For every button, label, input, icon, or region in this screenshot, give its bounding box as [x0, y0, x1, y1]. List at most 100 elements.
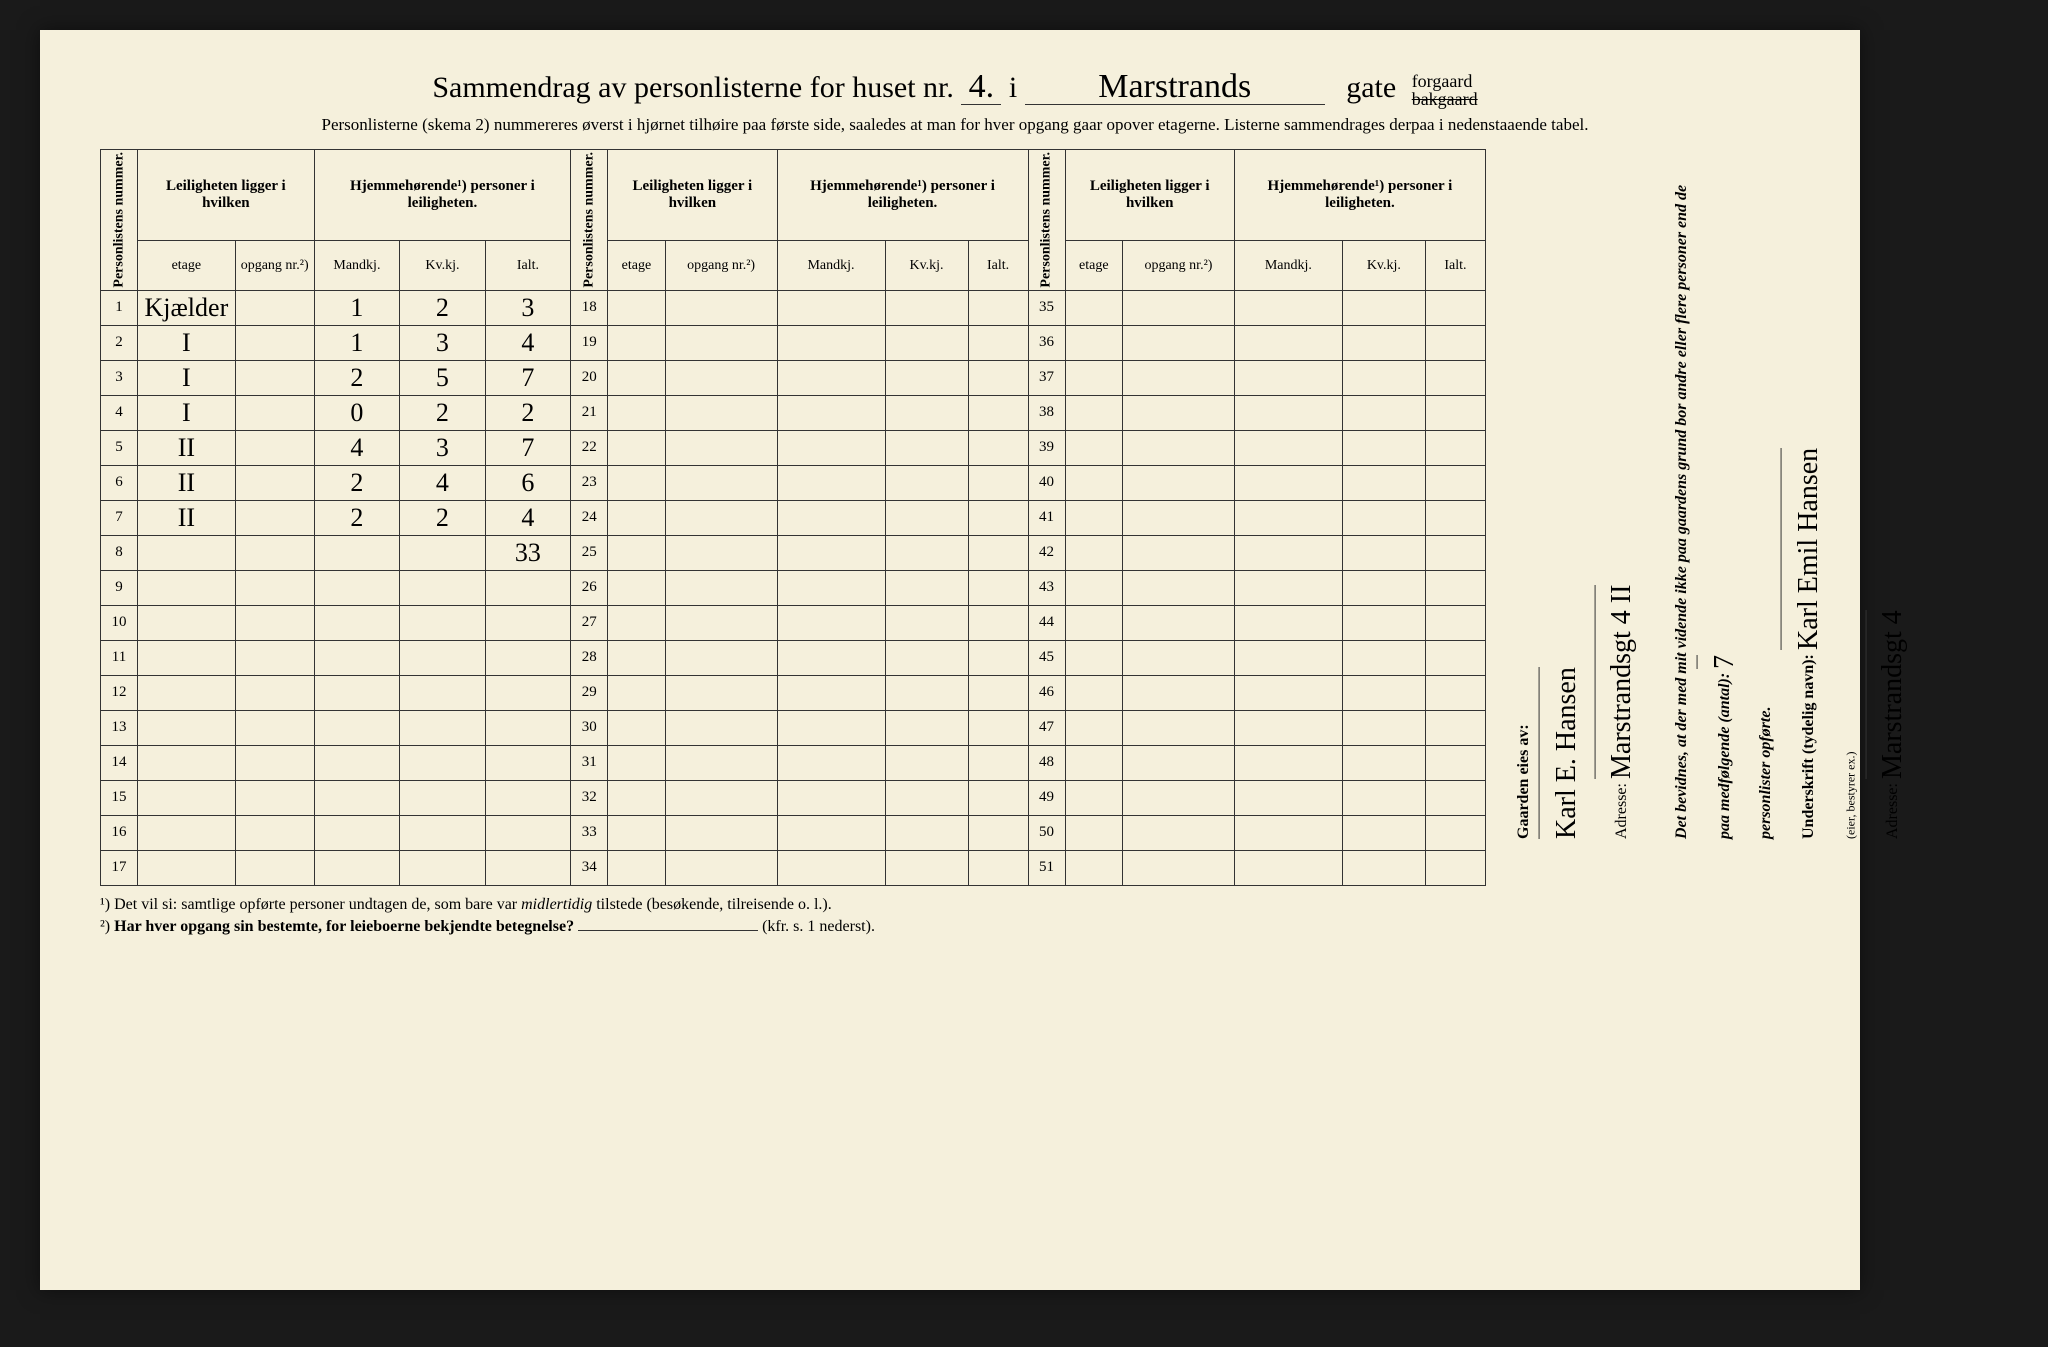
cell-empty — [1342, 290, 1425, 325]
cell-empty — [665, 325, 777, 360]
cell-empty — [885, 500, 968, 535]
cell-mandkj: 2 — [314, 500, 400, 535]
cell-mandkj — [314, 850, 400, 885]
row-num-1: 11 — [101, 640, 138, 675]
cell-empty — [1065, 640, 1123, 675]
cell-empty — [777, 745, 885, 780]
table-body: 1Kjælder12318352I13419363I25720374I02221… — [101, 290, 1486, 885]
cell-mandkj: 2 — [314, 465, 400, 500]
table-row: 6II2462340 — [101, 465, 1486, 500]
row-num-3: 42 — [1028, 535, 1065, 570]
cell-opgang — [235, 605, 314, 640]
cell-etage — [138, 815, 236, 850]
cell-empty — [777, 360, 885, 395]
cell-etage: II — [138, 430, 236, 465]
col-hjemme-1: Hjemmehørende¹) personer i leiligheten. — [314, 150, 571, 241]
cell-empty — [777, 535, 885, 570]
cell-empty — [777, 605, 885, 640]
cell-ialt — [485, 745, 571, 780]
cell-mandkj — [314, 815, 400, 850]
row-num-1: 5 — [101, 430, 138, 465]
personlister-text: personlister opførte. — [1757, 707, 1774, 839]
title-prefix: Sammendrag av personlisterne for huset n… — [432, 71, 954, 104]
cell-kvkj — [400, 535, 486, 570]
cell-opgang — [235, 640, 314, 675]
cell-empty — [968, 710, 1028, 745]
cell-empty — [1065, 360, 1123, 395]
footnote-1-sup: ¹) — [100, 896, 110, 913]
cell-empty — [1065, 850, 1123, 885]
cell-ialt: 7 — [485, 360, 571, 395]
cell-empty — [1342, 710, 1425, 745]
cell-empty — [608, 465, 666, 500]
cell-empty — [885, 465, 968, 500]
cell-empty — [1065, 675, 1123, 710]
cell-ialt — [485, 780, 571, 815]
cell-opgang — [235, 850, 314, 885]
row-num-3: 38 — [1028, 395, 1065, 430]
signature-address: Marstrandsgt 4 — [1865, 610, 1920, 779]
cell-empty — [1425, 325, 1485, 360]
row-num-1: 12 — [101, 675, 138, 710]
cell-empty — [1342, 325, 1425, 360]
cell-etage — [138, 675, 236, 710]
underskrift-label: Underskrift (tydelig navn): — [1800, 654, 1817, 839]
cell-empty — [1123, 430, 1235, 465]
cell-etage: II — [138, 465, 236, 500]
cell-empty — [1425, 465, 1485, 500]
cell-empty — [1065, 430, 1123, 465]
cell-empty — [1123, 675, 1235, 710]
row-num-3: 50 — [1028, 815, 1065, 850]
row-num-2: 18 — [571, 290, 608, 325]
cell-empty — [1123, 745, 1235, 780]
cell-etage: II — [138, 500, 236, 535]
cell-etage: I — [138, 325, 236, 360]
cell-empty — [1123, 290, 1235, 325]
title-line: Sammendrag av personlisterne for huset n… — [100, 70, 1810, 108]
cell-empty — [665, 360, 777, 395]
row-num-3: 48 — [1028, 745, 1065, 780]
cell-empty — [1425, 360, 1485, 395]
cell-empty — [1065, 395, 1123, 430]
cell-empty — [1234, 535, 1342, 570]
cell-empty — [885, 360, 968, 395]
cell-empty — [1065, 710, 1123, 745]
owner-name: Karl E. Hansen — [1539, 667, 1594, 839]
cell-empty — [968, 640, 1028, 675]
table-row: 5II4372239 — [101, 430, 1486, 465]
cell-empty — [665, 535, 777, 570]
cell-empty — [608, 675, 666, 710]
cell-empty — [968, 535, 1028, 570]
cell-empty — [885, 850, 968, 885]
table-row: 3I2572037 — [101, 360, 1486, 395]
cell-empty — [777, 290, 885, 325]
table-row: 4I0222138 — [101, 395, 1486, 430]
cell-empty — [665, 605, 777, 640]
cell-etage — [138, 535, 236, 570]
cell-kvkj: 2 — [400, 290, 486, 325]
forgaard-label: forgaard — [1412, 71, 1473, 91]
table-row: 7II2242441 — [101, 500, 1486, 535]
cell-empty — [1234, 465, 1342, 500]
attestation-column: Det bevidnes, at der med mit vidende ikk… — [1668, 159, 1921, 839]
cell-empty — [885, 570, 968, 605]
cell-empty — [777, 570, 885, 605]
cell-etage — [138, 850, 236, 885]
row-num-3: 39 — [1028, 430, 1065, 465]
cell-empty — [1234, 710, 1342, 745]
cell-empty — [777, 815, 885, 850]
cell-mandkj — [314, 675, 400, 710]
row-num-1: 14 — [101, 745, 138, 780]
cell-kvkj — [400, 570, 486, 605]
cell-opgang — [235, 780, 314, 815]
row-num-3: 43 — [1028, 570, 1065, 605]
footnote-2-sup: ²) — [100, 918, 110, 935]
cell-opgang — [235, 535, 314, 570]
cell-opgang — [235, 675, 314, 710]
cell-empty — [885, 535, 968, 570]
cell-mandkj: 4 — [314, 430, 400, 465]
cell-empty — [1425, 500, 1485, 535]
cell-empty — [665, 430, 777, 465]
cell-kvkj — [400, 640, 486, 675]
row-num-3: 36 — [1028, 325, 1065, 360]
